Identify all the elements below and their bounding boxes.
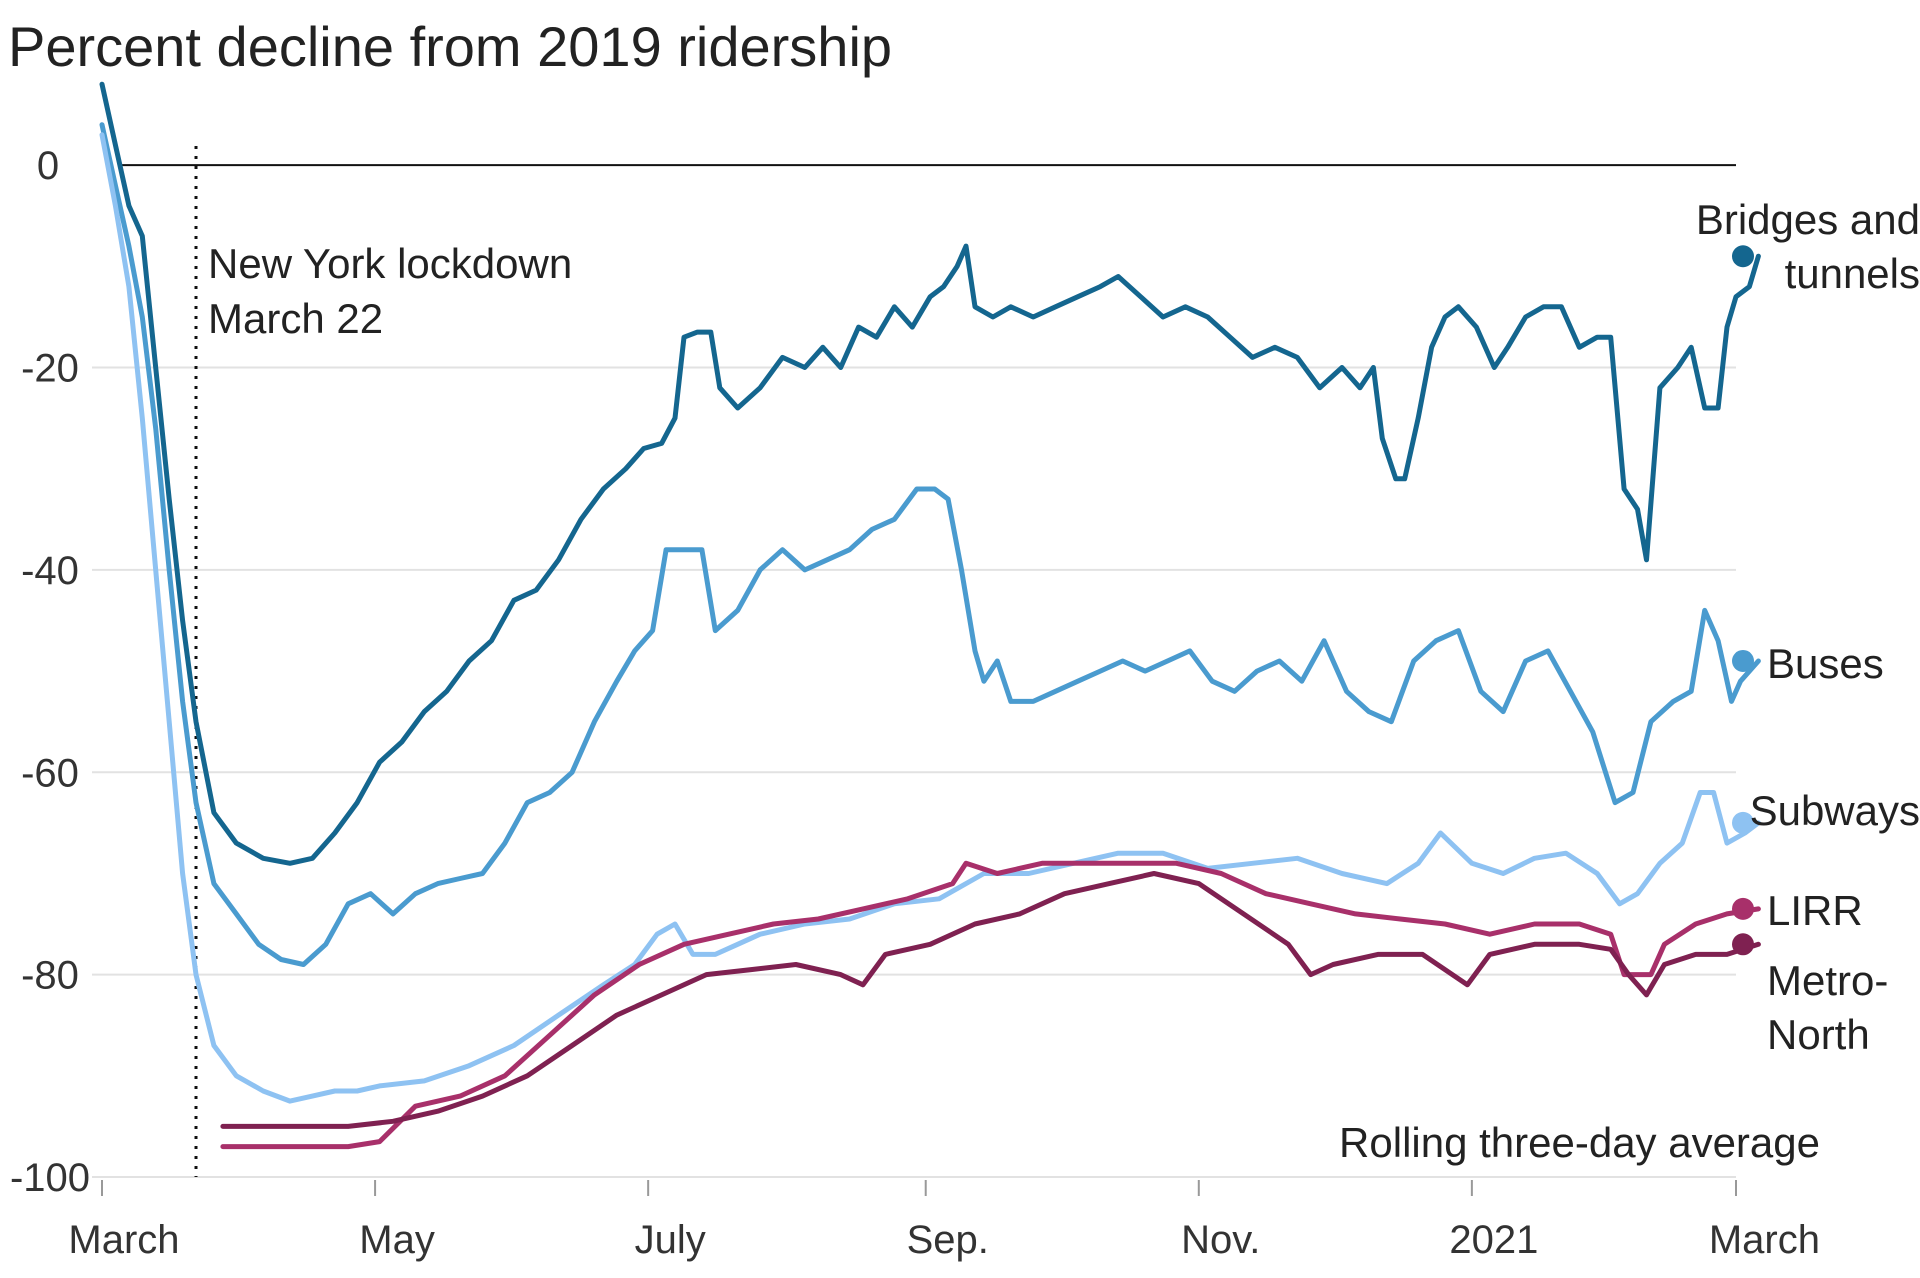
y-tick-label: 0 <box>37 144 59 188</box>
lirr-end-dot <box>1732 897 1754 920</box>
rolling-average-note: Rolling three-day average <box>1339 1119 1820 1166</box>
subways-end-dot <box>1732 811 1754 834</box>
y-tick-label: -60 <box>21 751 79 795</box>
gridlines <box>92 164 1736 1178</box>
chart-title: Percent decline from 2019 ridership <box>8 15 892 78</box>
x-axis: March May July Sep. Nov. 2021 March <box>68 1180 1820 1262</box>
lirr-label: LIRR <box>1767 887 1863 934</box>
x-tick-label: Nov. <box>1181 1218 1260 1262</box>
y-tick-label: -80 <box>21 954 79 998</box>
lockdown-label-line2: March 22 <box>208 295 383 342</box>
subways-label: Subways <box>1750 787 1920 834</box>
x-tick-label: May <box>359 1218 435 1262</box>
metro-north-label: Metro- <box>1767 957 1888 1004</box>
lockdown-label-line1: New York lockdown <box>208 240 572 287</box>
y-tick-label: -40 <box>21 549 79 593</box>
x-tick-label: March <box>1709 1218 1820 1262</box>
x-tick-label: Sep. <box>907 1218 989 1262</box>
bridges-and-tunnels-end-dot <box>1732 245 1754 268</box>
metro-north-end-dot <box>1732 933 1754 956</box>
bridges-and-tunnels-label: tunnels <box>1785 250 1920 297</box>
x-tick-label: July <box>635 1218 706 1262</box>
x-tick-label: 2021 <box>1449 1218 1538 1262</box>
lirr-line <box>220 860 1761 1150</box>
bridges-and-tunnels-label: Bridges and <box>1696 196 1920 243</box>
y-axis: 0 -20 -40 -60 -80 -100 <box>10 144 90 1200</box>
y-tick-label: -20 <box>21 347 79 391</box>
metro-north-line <box>220 871 1761 1129</box>
lockdown-annotation: New York lockdown March 22 <box>194 146 572 1177</box>
series-lines <box>99 81 1761 1150</box>
y-tick-label: -100 <box>10 1156 90 1200</box>
buses-line <box>99 122 1761 967</box>
bridges-and-tunnels-line <box>99 81 1761 866</box>
subways-line <box>99 132 1761 1104</box>
metro-north-label: North <box>1767 1011 1870 1058</box>
x-tick-label: March <box>68 1218 179 1262</box>
buses-label: Buses <box>1767 640 1884 687</box>
buses-end-dot <box>1732 649 1754 672</box>
series-labels: Bridges and tunnels Buses Subways LIRR Metro-… <box>1696 196 1920 1058</box>
